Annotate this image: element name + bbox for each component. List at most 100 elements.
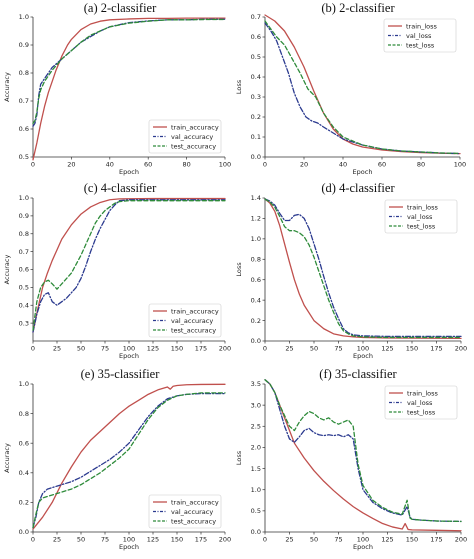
x-tick-label: 25 [53,345,61,353]
legend-label: val_accuracy [171,317,213,325]
y-tick-label: 1.4 [251,194,261,202]
x-tick-label: 50 [310,345,318,353]
y-tick-label: 0.6 [19,266,29,274]
y-axis-label: Loss [235,262,243,277]
y-tick-label: 0.4 [251,296,261,304]
y-tick-label: 1.0 [19,13,29,21]
chart-title: (d) 4-classifier [321,181,395,195]
legend-label: train_accuracy [171,123,219,131]
x-tick-label: 125 [147,536,159,544]
x-tick-label: 150 [171,536,183,544]
x-tick-label: 125 [381,345,393,353]
x-tick-label: 100 [357,345,369,353]
legend-label: test_accuracy [171,517,216,525]
legend-label: test_accuracy [171,142,216,150]
x-tick-label: 80 [182,161,190,169]
chart-title: (a) 2-classifier [84,1,157,15]
chart-panel: (c) 4-classifier 0 25 50 75 100 125 150 175 200 0.… [3,181,231,360]
y-tick-label: 1.5 [251,465,261,473]
y-axis-label: Loss [235,79,243,94]
x-tick-label: 150 [171,345,183,353]
x-tick-label: 175 [430,345,442,353]
y-tick-label: 1.0 [251,235,261,243]
series-line-test-accuracy [32,200,226,331]
x-tick-label: 50 [310,536,318,544]
y-tick-label: 0.3 [19,319,29,327]
legend-label: train_loss [407,203,439,211]
x-tick-label: 200 [455,345,467,353]
series-line-val-loss [264,198,462,338]
y-tick-label: 0.1 [251,133,261,141]
x-axis-label: Epoch [119,352,139,360]
y-tick-label: 1.0 [251,486,261,494]
y-tick-label: 0.5 [251,507,261,515]
y-tick-label: 3.0 [251,401,261,409]
y-tick-label: 0.7 [19,97,29,105]
x-tick-label: 80 [417,161,425,169]
x-tick-label: 100 [123,345,135,353]
x-tick-label: 100 [219,161,231,169]
series-line-test-accuracy [32,392,226,529]
y-tick-label: 0.9 [19,212,29,220]
legend-label: test_accuracy [171,326,216,334]
legend-label: test_loss [407,222,436,230]
x-tick-label: 40 [106,161,114,169]
legend-box [148,303,222,338]
legend-label: train_loss [407,389,439,397]
x-axis-label: Epoch [119,168,139,176]
legend-box [383,18,457,53]
y-tick-label: 0.2 [19,499,29,507]
legend-label: test_loss [407,408,436,416]
x-tick-label: 60 [378,161,386,169]
legend-label: train_accuracy [171,498,219,506]
y-tick-label: 1.2 [251,215,261,223]
series-line-test-loss [264,20,461,155]
x-tick-label: 75 [101,345,109,353]
legend-box [384,199,458,234]
y-tick-label: 0.6 [251,33,261,41]
y-axis-label: Accuracy [3,255,11,285]
x-tick-label: 125 [381,536,393,544]
x-tick-label: 175 [430,536,442,544]
legend-label: test_loss [406,41,435,49]
chart-panel: (f) 35-classifier 0 25 50 75 100 125 150 175 200 0… [235,367,467,551]
series-line-val-loss [264,379,462,523]
x-tick-label: 0 [263,536,267,544]
x-axis-label: Epoch [353,352,373,360]
y-tick-label: 0.4 [19,469,29,477]
y-axis-label: Accuracy [3,72,11,102]
x-tick-label: 50 [77,345,85,353]
y-tick-label: 0.0 [251,337,261,345]
y-tick-label: 0.8 [251,255,261,263]
x-tick-label: 0 [31,345,35,353]
x-tick-label: 175 [195,345,207,353]
chart-panel: (b) 2-classifier 0 20 40 60 80 100 0.0 0.1 0.2 0.3… [235,1,466,176]
x-tick-label: 100 [454,161,466,169]
y-tick-label: 0.9 [19,41,29,49]
x-tick-label: 100 [357,536,369,544]
y-tick-label: 0.0 [251,153,261,161]
x-tick-label: 25 [285,345,293,353]
series-line-train-accuracy [32,17,226,161]
y-tick-label: 0.4 [19,301,29,309]
y-tick-label: 2.0 [251,444,261,452]
chart-title: (c) 4-classifier [84,181,157,195]
y-tick-label: 0.2 [251,317,261,325]
y-tick-label: 0.5 [19,284,29,292]
legend-box [148,494,222,529]
y-tick-label: 1.0 [19,380,29,388]
x-tick-label: 50 [77,536,85,544]
y-tick-label: 0.4 [251,73,261,81]
x-axis-label: Epoch [353,168,373,176]
y-tick-label: 0.6 [19,439,29,447]
chart-title: (e) 35-classifier [81,367,161,381]
y-tick-label: 0.8 [19,69,29,77]
x-tick-label: 60 [144,161,152,169]
x-tick-label: 40 [339,161,347,169]
